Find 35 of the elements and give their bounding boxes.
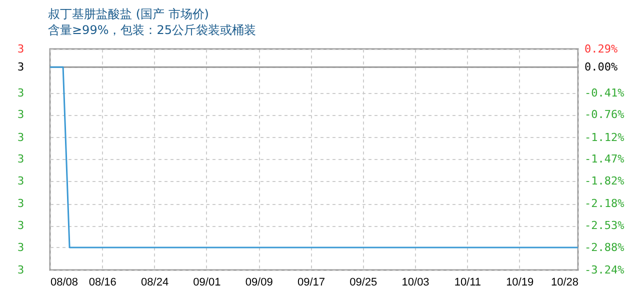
y2-tick-label: 0.29% [584,42,618,56]
x-tick-label: 10/19 [506,276,534,288]
chart-title: 叔丁基肼盐酸盐 (国产 市场价) [48,7,209,21]
x-tick-label: 09/09 [245,276,273,288]
x-tick-label: 10/03 [402,276,430,288]
y-tick-label: 3 [18,219,24,232]
y-tick-label: 3 [18,60,24,74]
x-tick-label: 10/11 [454,276,482,288]
y2-tick-label: -2.53% [584,219,625,232]
y2-tick-label: -1.12% [584,130,625,144]
x-tick-label: 09/25 [350,276,378,288]
y-tick-label: 3 [18,174,24,188]
chart-subtitle: 含量≥99%，包装：25公斤袋装或桶装 [48,23,256,37]
y-tick-label: 3 [18,197,24,210]
x-tick-label: 08/24 [141,276,169,288]
x-tick-label: 10/28 [550,276,578,288]
x-tick-label: 09/17 [297,276,326,288]
y-tick-label: 3 [18,264,24,276]
y-tick-label: 3 [18,240,24,254]
y2-tick-label: -0.76% [584,108,625,122]
x-tick-label: 08/08 [50,276,78,288]
y-tick-label: 3 [18,108,24,122]
y-tick-label: 3 [18,42,24,56]
y2-tick-label: -1.82% [584,174,625,188]
y2-tick-label: -2.18% [584,197,625,210]
y2-tick-label: -0.41% [584,86,625,100]
y2-tick-label: -2.88% [584,240,625,254]
x-tick-label: 08/16 [88,276,116,288]
y-tick-label: 3 [18,86,24,100]
y2-tick-label: -3.24% [584,264,625,276]
y-tick-label: 3 [18,152,24,166]
x-tick-label: 09/01 [193,276,221,288]
y-tick-label: 3 [18,130,24,144]
y2-tick-label: 0.00% [584,60,618,74]
y2-tick-label: -1.47% [584,152,625,166]
